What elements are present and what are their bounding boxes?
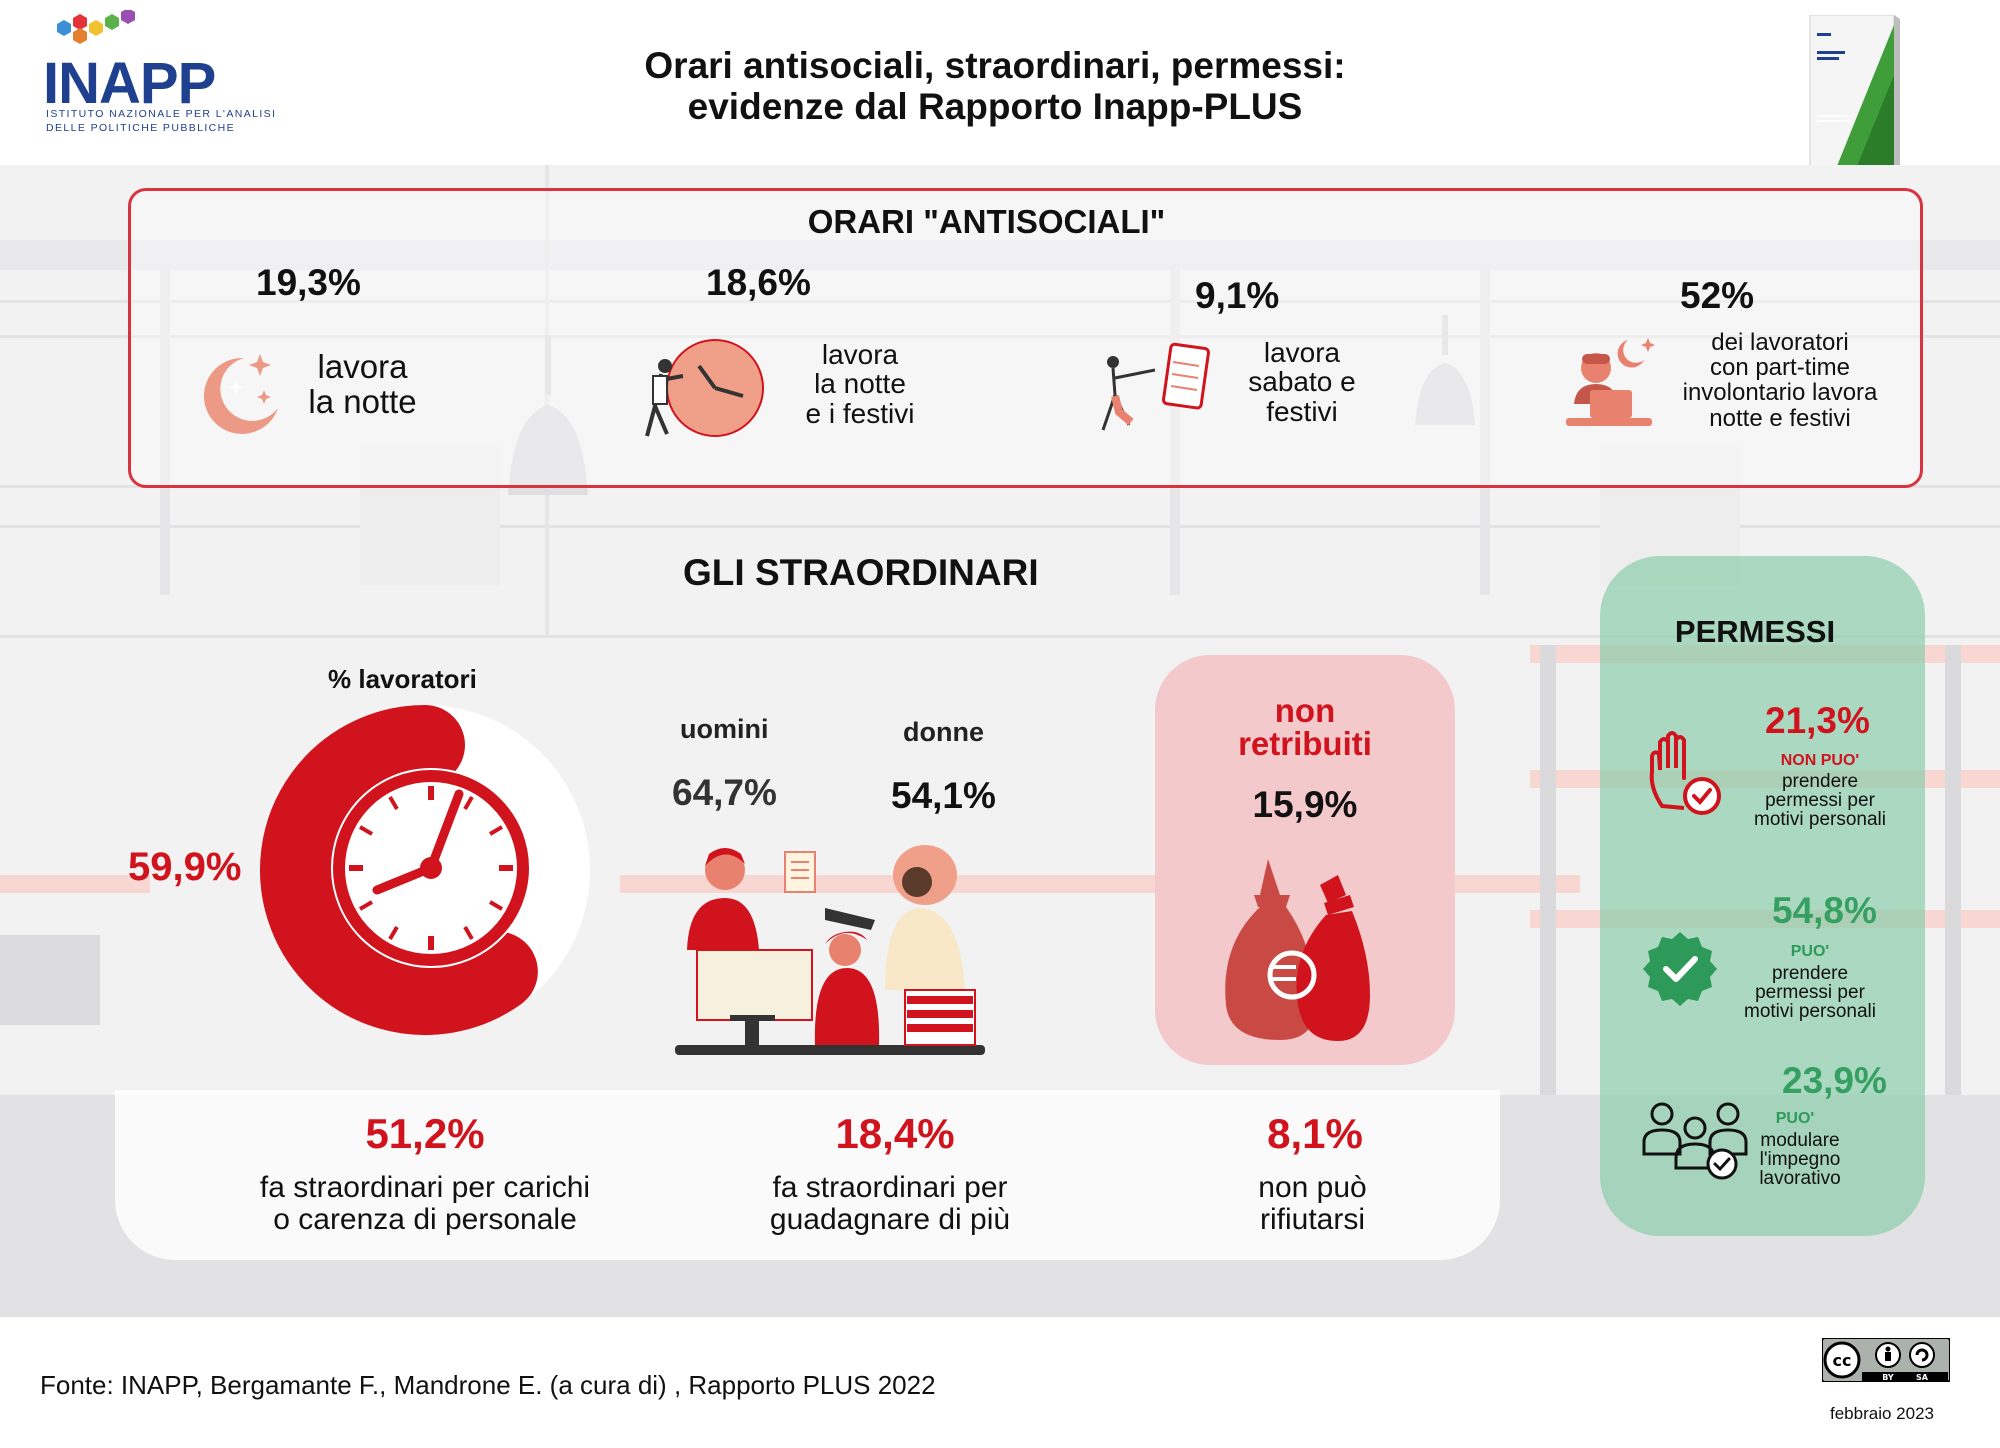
- antisociali-text-night-line2: la notte: [308, 382, 417, 420]
- straordinari-reasons-panel: [115, 1090, 1500, 1260]
- cc-by-sa-license-icon: cc BY SA: [1822, 1338, 1950, 1382]
- antisociali-text-night-holidays-line1: lavora: [821, 339, 899, 370]
- overtime-donut-chart: [260, 705, 590, 1035]
- reason-refuse-text: non può rifiutarsi: [1200, 1172, 1425, 1235]
- permesso-cannot-keyword: NON PUO': [1780, 752, 1860, 769]
- publication-date: febbraio 2023: [1830, 1404, 1934, 1423]
- uomini-label: uomini: [680, 714, 769, 744]
- permesso-cannot-pct: 21,3%: [1765, 700, 1870, 741]
- antisociali-text-night-line1: lavora: [317, 348, 408, 385]
- logo-subtitle-line1: ISTITUTO NAZIONALE PER L'ANALISI: [46, 108, 277, 120]
- reason-earn-pct: 18,4%: [835, 1110, 955, 1157]
- logo-hexagons-icon: [57, 10, 135, 44]
- office-workers-illustration: [675, 845, 985, 1055]
- reason-refuse-line2: rifiutarsi: [1259, 1202, 1365, 1236]
- reason-earn-line1: fa straordinari per: [772, 1171, 1008, 1204]
- logo-subtitle-line2: DELLE POLITICHE PUBBLICHE: [46, 122, 236, 134]
- permesso-modulate-line2: l'impegno: [1759, 1149, 1841, 1170]
- antisociali-text-parttime-line4: notte e festivi: [1709, 404, 1851, 432]
- permesso-modulate-line1: modulare: [1760, 1130, 1840, 1151]
- report-book-icon: [1809, 15, 1900, 175]
- calendar-worker-icon: [1101, 342, 1210, 431]
- straordinari-pct-label: % lavoratori: [328, 664, 477, 694]
- laptop-night-worker-icon: [1566, 338, 1655, 426]
- reason-workload-text: fa straordinari per carichi o carenza di…: [210, 1172, 640, 1235]
- page-title-line1: Orari antisociali, straordinari, permess…: [644, 45, 1346, 86]
- non-retribuiti-label-line2: retribuiti: [1238, 725, 1372, 762]
- antisociali-text-weekend-line2: sabato e: [1248, 366, 1356, 398]
- reason-refuse-pct: 8,1%: [1267, 1110, 1363, 1157]
- antisociali-text-parttime-line2: con part-time: [1709, 354, 1851, 382]
- permesso-can-keyword: PUO': [1790, 943, 1830, 960]
- verified-badge-icon: [1643, 932, 1717, 1006]
- antisociali-pct-night: 19,3%: [256, 262, 361, 303]
- cc-sa-label: SA: [1916, 1373, 1929, 1382]
- non-retribuiti-pct: 15,9%: [1252, 784, 1358, 825]
- money-bags-icon: [1225, 859, 1370, 1041]
- alarm-clock-icon: [331, 768, 531, 968]
- reason-earn-line2: guadagnare di più: [769, 1202, 1011, 1236]
- antisociali-text-weekend: lavora sabato e festivi: [1238, 337, 1366, 427]
- reason-workload-pct: 51,2%: [365, 1110, 485, 1157]
- antisociali-title: ORARI "ANTISOCIALI": [807, 203, 1166, 240]
- antisociali-pct-parttime: 52%: [1680, 275, 1755, 316]
- clock-worker-icon: [645, 339, 764, 437]
- non-retribuiti-label-line1: non: [1274, 692, 1336, 729]
- straordinari-title: GLI STRAORDINARI: [683, 552, 1039, 593]
- svg-text:cc: cc: [1833, 1351, 1852, 1370]
- antisociali-text-night: lavora la notte: [290, 348, 435, 420]
- permesso-can-text: prendere permessi per motivi personali: [1730, 964, 1890, 1021]
- permesso-cannot-line3: motivi personali: [1754, 809, 1886, 830]
- reason-earn-text: fa straordinari per guadagnare di più: [720, 1172, 1060, 1235]
- antisociali-text-night-holidays-line2: la notte: [814, 368, 906, 400]
- cc-by-label: BY: [1882, 1373, 1894, 1382]
- source-citation: Fonte: INAPP, Bergamante F., Mandrone E.…: [40, 1370, 936, 1400]
- page-title-line2: evidenze dal Rapporto Inapp-PLUS: [687, 86, 1303, 127]
- antisociali-text-weekend-line3: festivi: [1266, 395, 1338, 427]
- donne-pct: 54,1%: [891, 775, 996, 816]
- permessi-title: PERMESSI: [1674, 614, 1836, 649]
- non-retribuiti-label: non retribuiti: [1155, 694, 1455, 760]
- antisociali-text-parttime-line1: dei lavoratori: [1711, 329, 1849, 356]
- straordinari-total-pct: 59,9%: [128, 845, 242, 889]
- permesso-modulate-line3: lavorativo: [1759, 1168, 1841, 1189]
- permesso-modulate-pct: 23,9%: [1782, 1060, 1887, 1101]
- antisociali-text-night-holidays-line3: e i festivi: [805, 397, 915, 429]
- antisociali-pct-night-holidays: 18,6%: [706, 262, 811, 303]
- hand-stop-check-icon: [1649, 731, 1721, 815]
- permesso-modulate-text: modulare l'impegno lavorativo: [1740, 1131, 1860, 1188]
- reason-refuse-line1: non può: [1258, 1171, 1367, 1204]
- donut-value-arc: [260, 705, 538, 1035]
- permesso-cannot-line2: permessi per: [1765, 790, 1875, 811]
- permesso-can-pct: 54,8%: [1772, 890, 1877, 931]
- logo-wordmark: INAPP: [43, 51, 216, 116]
- reason-workload-line2: o carenza di personale: [273, 1202, 577, 1236]
- antisociali-text-parttime-line3: involontario lavora: [1682, 379, 1878, 407]
- permesso-cannot-text: prendere permessi per motivi personali: [1740, 772, 1900, 829]
- antisociali-panel: [128, 188, 1923, 488]
- permesso-cannot-line1: prendere: [1781, 771, 1859, 792]
- moon-stars-icon: [203, 354, 278, 434]
- permesso-can-line3: motivi personali: [1744, 1001, 1876, 1022]
- uomini-pct: 64,7%: [672, 772, 777, 813]
- permesso-can-line2: permessi per: [1755, 982, 1865, 1003]
- permesso-can-line1: prendere: [1771, 963, 1849, 984]
- team-check-icon: [1642, 1102, 1748, 1180]
- antisociali-text-weekend-line1: lavora: [1263, 337, 1341, 368]
- inapp-logo: INAPP ISTITUTO NAZIONALE PER L'ANALISI D…: [40, 10, 275, 134]
- antisociali-text-parttime: dei lavoratori con part-time involontari…: [1670, 330, 1890, 431]
- antisociali-pct-weekend: 9,1%: [1195, 275, 1280, 316]
- header: [0, 0, 2000, 165]
- permesso-modulate-keyword: PUO': [1775, 1110, 1815, 1127]
- permessi-panel: [1600, 556, 1925, 1236]
- antisociali-text-night-holidays: lavora la notte e i festivi: [790, 339, 930, 429]
- reason-workload-line1: fa straordinari per carichi: [259, 1171, 591, 1204]
- donne-label: donne: [903, 717, 984, 747]
